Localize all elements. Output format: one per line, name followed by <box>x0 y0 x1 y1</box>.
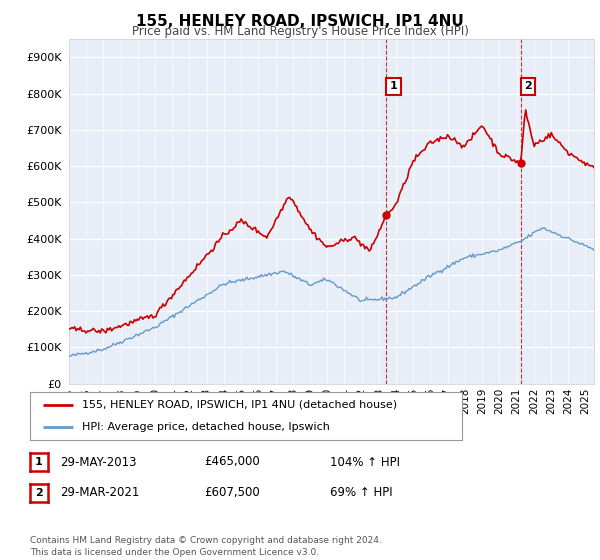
Text: 1: 1 <box>35 457 43 467</box>
Text: 155, HENLEY ROAD, IPSWICH, IP1 4NU: 155, HENLEY ROAD, IPSWICH, IP1 4NU <box>136 14 464 29</box>
Text: HPI: Average price, detached house, Ipswich: HPI: Average price, detached house, Ipsw… <box>82 422 330 432</box>
Text: Contains HM Land Registry data © Crown copyright and database right 2024.
This d: Contains HM Land Registry data © Crown c… <box>30 536 382 557</box>
Text: 29-MAY-2013: 29-MAY-2013 <box>60 455 137 469</box>
Text: 2: 2 <box>524 81 532 91</box>
Text: 1: 1 <box>389 81 397 91</box>
Text: 29-MAR-2021: 29-MAR-2021 <box>60 486 139 500</box>
Text: Price paid vs. HM Land Registry's House Price Index (HPI): Price paid vs. HM Land Registry's House … <box>131 25 469 38</box>
Text: 69% ↑ HPI: 69% ↑ HPI <box>330 486 392 500</box>
Text: £465,000: £465,000 <box>204 455 260 469</box>
Text: 104% ↑ HPI: 104% ↑ HPI <box>330 455 400 469</box>
Text: £607,500: £607,500 <box>204 486 260 500</box>
Text: 155, HENLEY ROAD, IPSWICH, IP1 4NU (detached house): 155, HENLEY ROAD, IPSWICH, IP1 4NU (deta… <box>82 400 397 410</box>
Text: 2: 2 <box>35 488 43 498</box>
